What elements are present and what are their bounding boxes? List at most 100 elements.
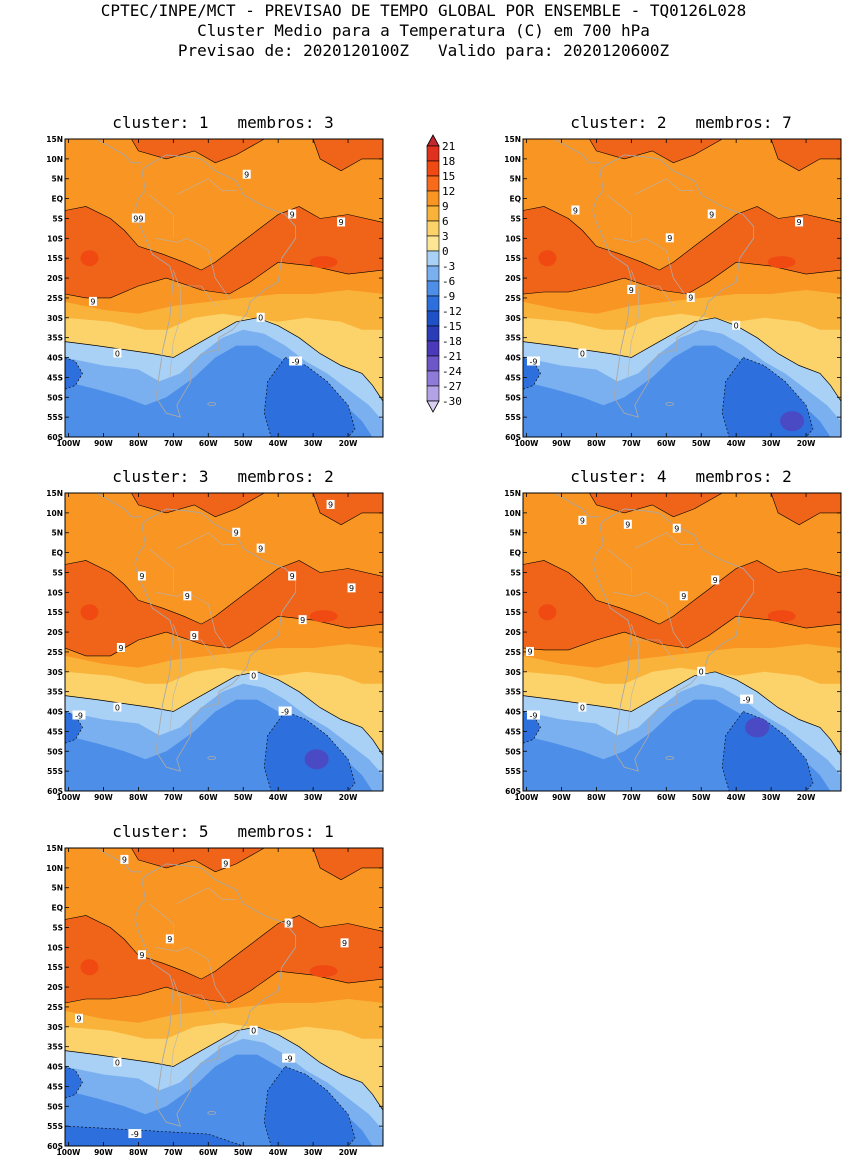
contour-label-box (526, 356, 540, 366)
contour-label-box (686, 292, 695, 302)
field-minus18-core (780, 411, 805, 432)
lat-tick-label: 15N (46, 844, 63, 853)
lat-tick-label: 40S (47, 354, 63, 363)
lon-tick-label: 70W (164, 793, 183, 802)
contour-label: 9 (290, 210, 295, 219)
lon-tick-label: 100W (515, 793, 540, 802)
country-border (613, 237, 688, 299)
contour-label-box (711, 575, 720, 585)
lon-tick-label: 20W (797, 793, 816, 802)
lat-tick-label: 15N (504, 489, 521, 498)
lon-tick-label: 80W (129, 439, 148, 448)
contour-label: 9 (625, 521, 630, 530)
map-frame (522, 138, 842, 438)
lon-tick-label: 80W (587, 793, 606, 802)
contour-label-box (137, 950, 146, 960)
lat-tick-label: 15S (47, 254, 63, 263)
field-9-to-12-north (588, 492, 724, 518)
field-9-to-12 (64, 915, 384, 1004)
lon-tick-label: 90W (552, 793, 571, 802)
contour-label: 9 (118, 644, 123, 653)
lat-tick-label: 60S (505, 787, 521, 796)
lat-tick-label: 20S (505, 628, 521, 637)
colorbar-label: 6 (442, 215, 449, 228)
contour-label-box (697, 666, 706, 676)
map-panel-1: 15N 10N 5N EQ 5S 10S 15S 20S 25S 30S 35S 40S 45S 50S 5… (46, 135, 384, 452)
colorbar-label: -30 (442, 395, 462, 408)
colorbar-label: 3 (442, 230, 449, 243)
lon-tick-label: 60W (657, 439, 676, 448)
field-minus12-west (64, 357, 83, 390)
country-border (627, 270, 639, 378)
contour-label-box (131, 213, 145, 223)
contour-label: 9 (185, 592, 190, 601)
lat-tick-label: 55S (505, 767, 521, 776)
lat-tick-label: 15S (505, 254, 521, 263)
lat-tick-label: 60S (47, 787, 63, 796)
contour-label-box (672, 523, 681, 533)
contour-label-box (526, 710, 540, 720)
lat-tick-label: 30S (505, 668, 521, 677)
colorbar-swatch (426, 340, 440, 357)
lat-tick-label: 20S (505, 274, 521, 283)
contour-label: 9 (580, 517, 585, 526)
field-12-to-15 (80, 250, 99, 267)
contour-label-box (679, 591, 688, 601)
map-svg: 15N 10N 5N EQ 5S 10S 15S 20S 25S 30S 35S 40S 45S 50S 5… (46, 489, 384, 802)
field-9-to-12-north (130, 847, 266, 873)
lat-tick-label: 45S (47, 373, 63, 382)
contour-label: 0 (251, 672, 256, 681)
contour-label-box (578, 702, 587, 712)
colorbar-label: -24 (442, 365, 462, 378)
lon-tick-label: 90W (94, 793, 113, 802)
contour-label: 9 (573, 206, 578, 215)
contour-label-box (256, 312, 265, 322)
lat-tick-label: 60S (47, 433, 63, 442)
lat-tick-label: 15N (46, 489, 63, 498)
colorbar-label: 21 (442, 140, 455, 153)
lon-tick-label: 100W (57, 439, 82, 448)
lat-tick-label: 50S (505, 393, 521, 402)
map-svg: 15N 10N 5N EQ 5S 10S 15S 20S 25S 30S 35S 40S 45S 50S 5… (504, 135, 842, 448)
panel-4-title: cluster: 4 membros: 2 (570, 467, 792, 486)
lat-tick-label: 45S (47, 727, 63, 736)
contour-label: 9 (167, 935, 172, 944)
map-svg: 15N 10N 5N EQ 5S 10S 15S 20S 25S 30S 35S 40S 45S 50S 5… (46, 844, 384, 1157)
contour-label-box (288, 571, 297, 581)
lon-tick-label: 30W (304, 793, 323, 802)
contour-label-box (623, 519, 632, 529)
contour-label-box (128, 1129, 142, 1139)
lat-tick-label: 25S (47, 1003, 63, 1012)
field-12-to-15 (767, 610, 796, 623)
contour-label-box (578, 515, 587, 525)
falkland-islands (207, 756, 217, 761)
lon-tick-label: 50W (234, 1148, 253, 1157)
contour-label-box (120, 854, 129, 864)
lon-tick-label: 60W (199, 1148, 218, 1157)
contour-label: -9 (131, 1130, 139, 1139)
continent-outline (134, 508, 297, 772)
contour-label: 9 (300, 616, 305, 625)
colorbar-label: -15 (442, 320, 462, 333)
contour-label: 99 (133, 214, 143, 223)
colorbar-label: -21 (442, 350, 462, 363)
colorbar-label: -18 (442, 335, 462, 348)
lon-tick-label: 90W (94, 439, 113, 448)
lon-tick-label: 40W (269, 1148, 288, 1157)
contour-label-box (72, 710, 86, 720)
contour-label-box (795, 217, 804, 227)
contour-label-box (74, 1013, 83, 1023)
falkland-islands (665, 402, 675, 407)
lat-tick-label: 10N (46, 864, 63, 873)
country-border (176, 532, 237, 549)
panel-3-title: cluster: 3 membros: 2 (112, 467, 334, 486)
lat-tick-label: 30S (505, 314, 521, 323)
contour-label-box (183, 591, 192, 601)
country-border (606, 548, 632, 593)
lat-tick-label: 10S (505, 588, 521, 597)
lon-tick-label: 20W (797, 439, 816, 448)
lat-tick-label: EQ (52, 904, 64, 913)
panel-1-title: cluster: 1 membros: 3 (112, 113, 334, 132)
country-border (155, 591, 230, 653)
colorbar-swatch (426, 370, 440, 387)
